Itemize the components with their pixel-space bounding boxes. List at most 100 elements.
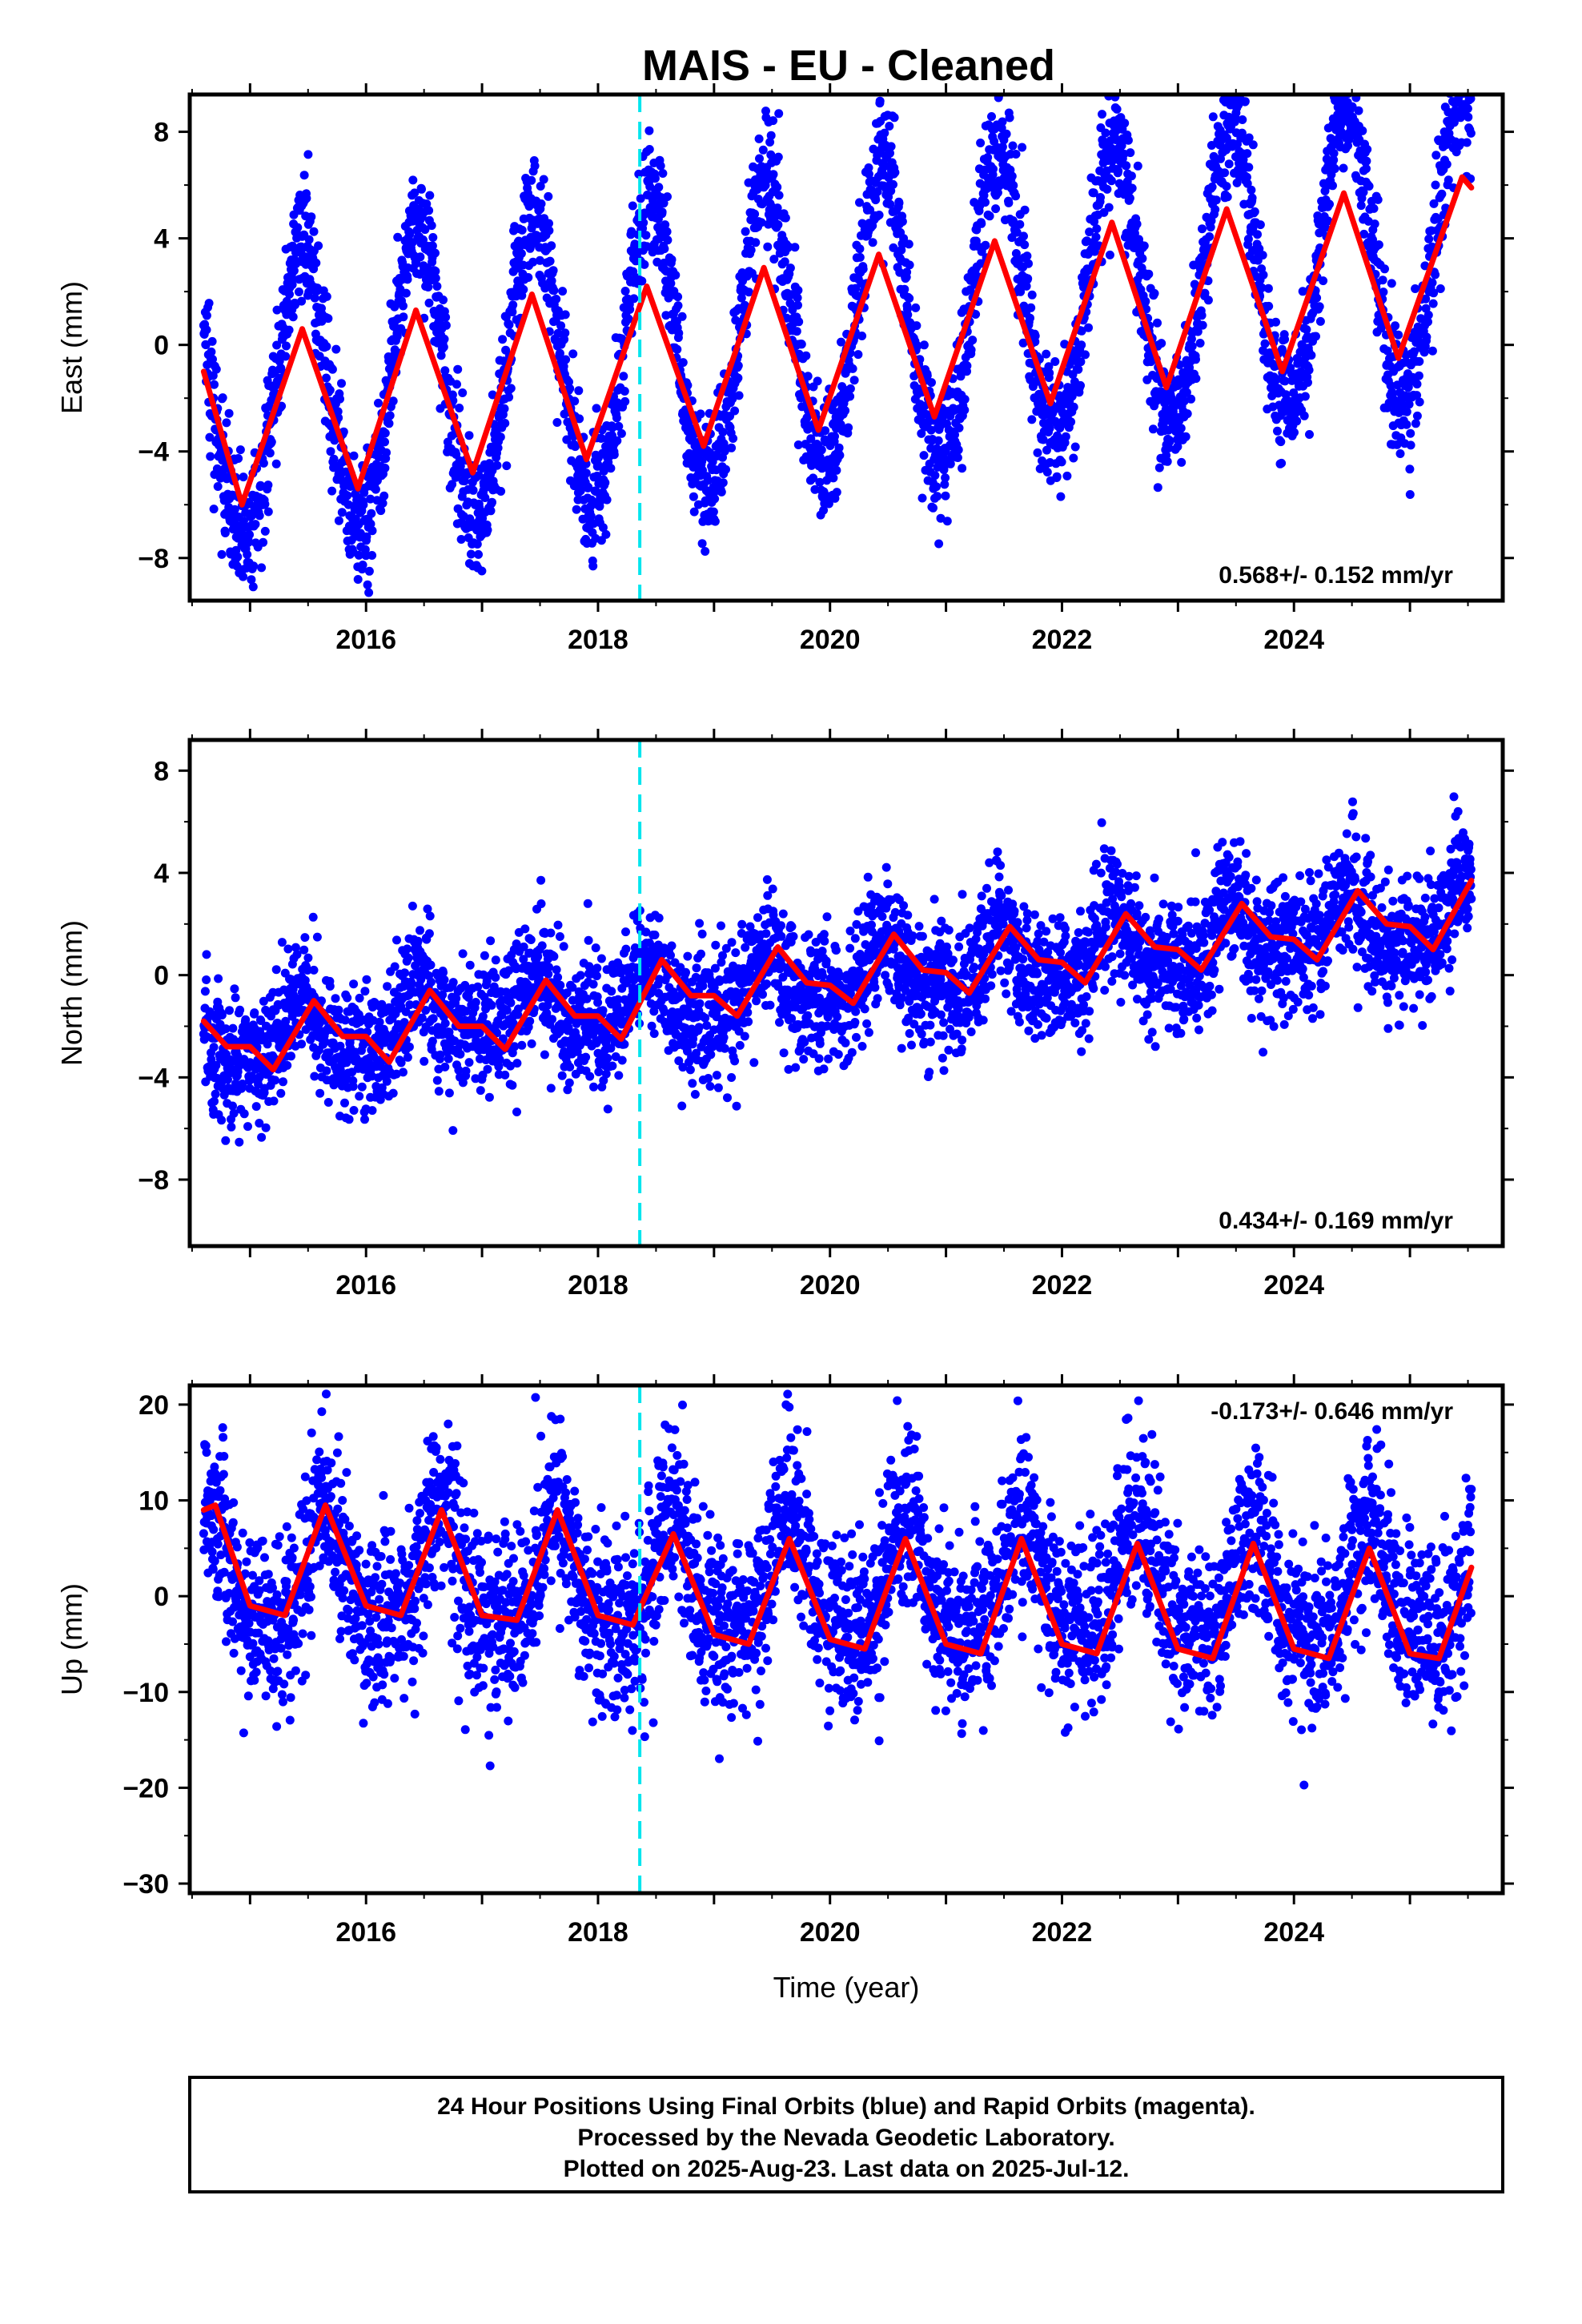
north-point [283,1060,292,1070]
east-point [855,198,864,207]
east-data-layer [199,74,1476,601]
north-points [199,792,1476,1147]
north-point [464,1058,474,1068]
east-point [213,482,223,491]
east-point [1354,106,1363,115]
east-point [1020,205,1030,215]
east-point [1387,279,1396,288]
east-point [976,259,986,268]
east-point [1437,189,1447,199]
east-point [382,448,391,457]
east-point [636,194,645,203]
east-point [1412,411,1422,420]
east-point [304,235,314,244]
east-point [1085,227,1094,237]
east-point [560,328,570,338]
east-point [830,432,839,441]
east-point [322,342,331,352]
east-point [210,380,219,389]
east-point [1378,275,1387,285]
east-point [1392,440,1402,449]
east-point [1431,151,1441,160]
east-rate-label: 0.568+/- 0.152 mm/yr [1219,562,1453,589]
north-point [251,1102,261,1112]
north-point [404,1042,414,1051]
east-point [1004,198,1014,207]
east-point [403,275,412,284]
east-point [1449,118,1459,127]
east-point [1012,227,1022,237]
east-point [239,472,248,482]
east-point [929,503,938,513]
east-point [371,485,380,494]
east-point [539,175,548,184]
north-point [404,953,413,963]
east-point [1150,288,1159,298]
east-point [472,540,482,549]
east-point [920,401,930,411]
east-point [844,423,853,432]
north-point [520,924,530,934]
east-point [331,344,341,354]
east-point [927,378,936,388]
east-point [392,332,402,341]
east-point [1462,80,1471,89]
east-point [475,503,484,513]
east-point [385,411,395,420]
east-y-tick-label: −8 [138,544,169,574]
east-point [363,580,372,589]
east-point [303,150,313,159]
east-point [1045,368,1054,378]
north-point [436,1050,445,1059]
east-point [416,252,425,262]
east-point [1238,115,1247,124]
east-point [1243,235,1253,243]
north-point [360,1115,369,1124]
east-point [440,366,450,376]
east-point [499,356,508,366]
east-point [1462,76,1471,85]
east-point [288,312,298,322]
east-point [886,142,896,151]
east-point [1463,76,1472,85]
east-x-tick-label: 2018 [568,625,628,655]
north-point [527,1039,536,1048]
east-point [987,112,996,121]
east-point [1243,179,1252,188]
north-point [303,966,312,975]
east-point [1415,397,1424,407]
east-point [565,384,575,393]
north-point [479,970,488,979]
east-point [1339,81,1347,90]
east-point [757,218,766,227]
north-data-layer [199,792,1476,1147]
east-point [1205,232,1215,241]
east-point [1292,416,1302,426]
east-point [456,535,466,544]
east-point [774,109,784,119]
east-point [602,495,612,505]
east-point [899,234,909,243]
north-point [504,966,514,975]
east-point [666,279,676,288]
east-point [1127,183,1137,193]
east-point [769,116,778,126]
east-point [1374,240,1383,250]
north-point [483,1064,492,1074]
east-point [737,293,746,303]
north-point [217,1116,227,1125]
east-point [535,255,544,265]
east-point [272,305,282,315]
east-point [1343,74,1351,82]
east-point [1347,102,1357,111]
north-point [221,1024,231,1034]
east-point [1409,347,1419,356]
east-point [1341,74,1350,82]
east-point [1022,281,1031,291]
east-point [1026,313,1034,323]
north-point [408,901,417,911]
east-point [821,426,830,436]
east-point [1016,287,1026,296]
east-point [367,526,377,536]
east-point [208,355,217,364]
